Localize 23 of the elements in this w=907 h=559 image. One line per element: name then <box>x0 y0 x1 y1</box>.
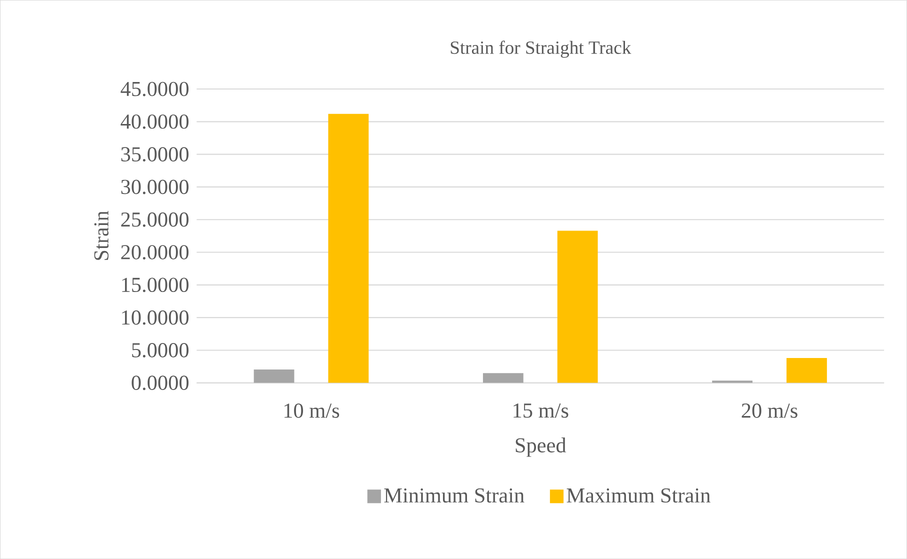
bar <box>557 230 598 383</box>
bar <box>254 369 294 383</box>
legend-label: Maximum Strain <box>566 488 710 503</box>
legend-label: Minimum Strain <box>384 488 524 503</box>
bar <box>482 373 524 383</box>
y-axis-title: Strain <box>94 210 109 260</box>
chart-title: Strain for Straight Track <box>450 40 632 58</box>
y-tick-label: 15.0000 <box>122 278 189 292</box>
y-tick-label: 10.0000 <box>122 310 189 325</box>
y-tick-label: 35.0000 <box>121 147 189 162</box>
y-tick-label: 45.0000 <box>120 82 189 96</box>
y-tick-label: 25.0000 <box>121 212 189 227</box>
y-tick-label: 40.0000 <box>120 114 189 129</box>
y-tick-label: 0.0000 <box>132 376 189 390</box>
bar <box>328 114 369 383</box>
y-tick-label: 20.0000 <box>121 245 189 260</box>
x-tick-label: 10 m/s <box>284 403 340 418</box>
bar <box>786 358 827 383</box>
y-tick-label: 30.0000 <box>121 180 189 194</box>
y-tick-label: 5.0000 <box>132 342 189 358</box>
x-tick-label: 15 m/s <box>514 403 568 418</box>
x-axis-title: Speed <box>516 437 566 457</box>
x-tick-label: 20 m/s <box>742 403 798 418</box>
